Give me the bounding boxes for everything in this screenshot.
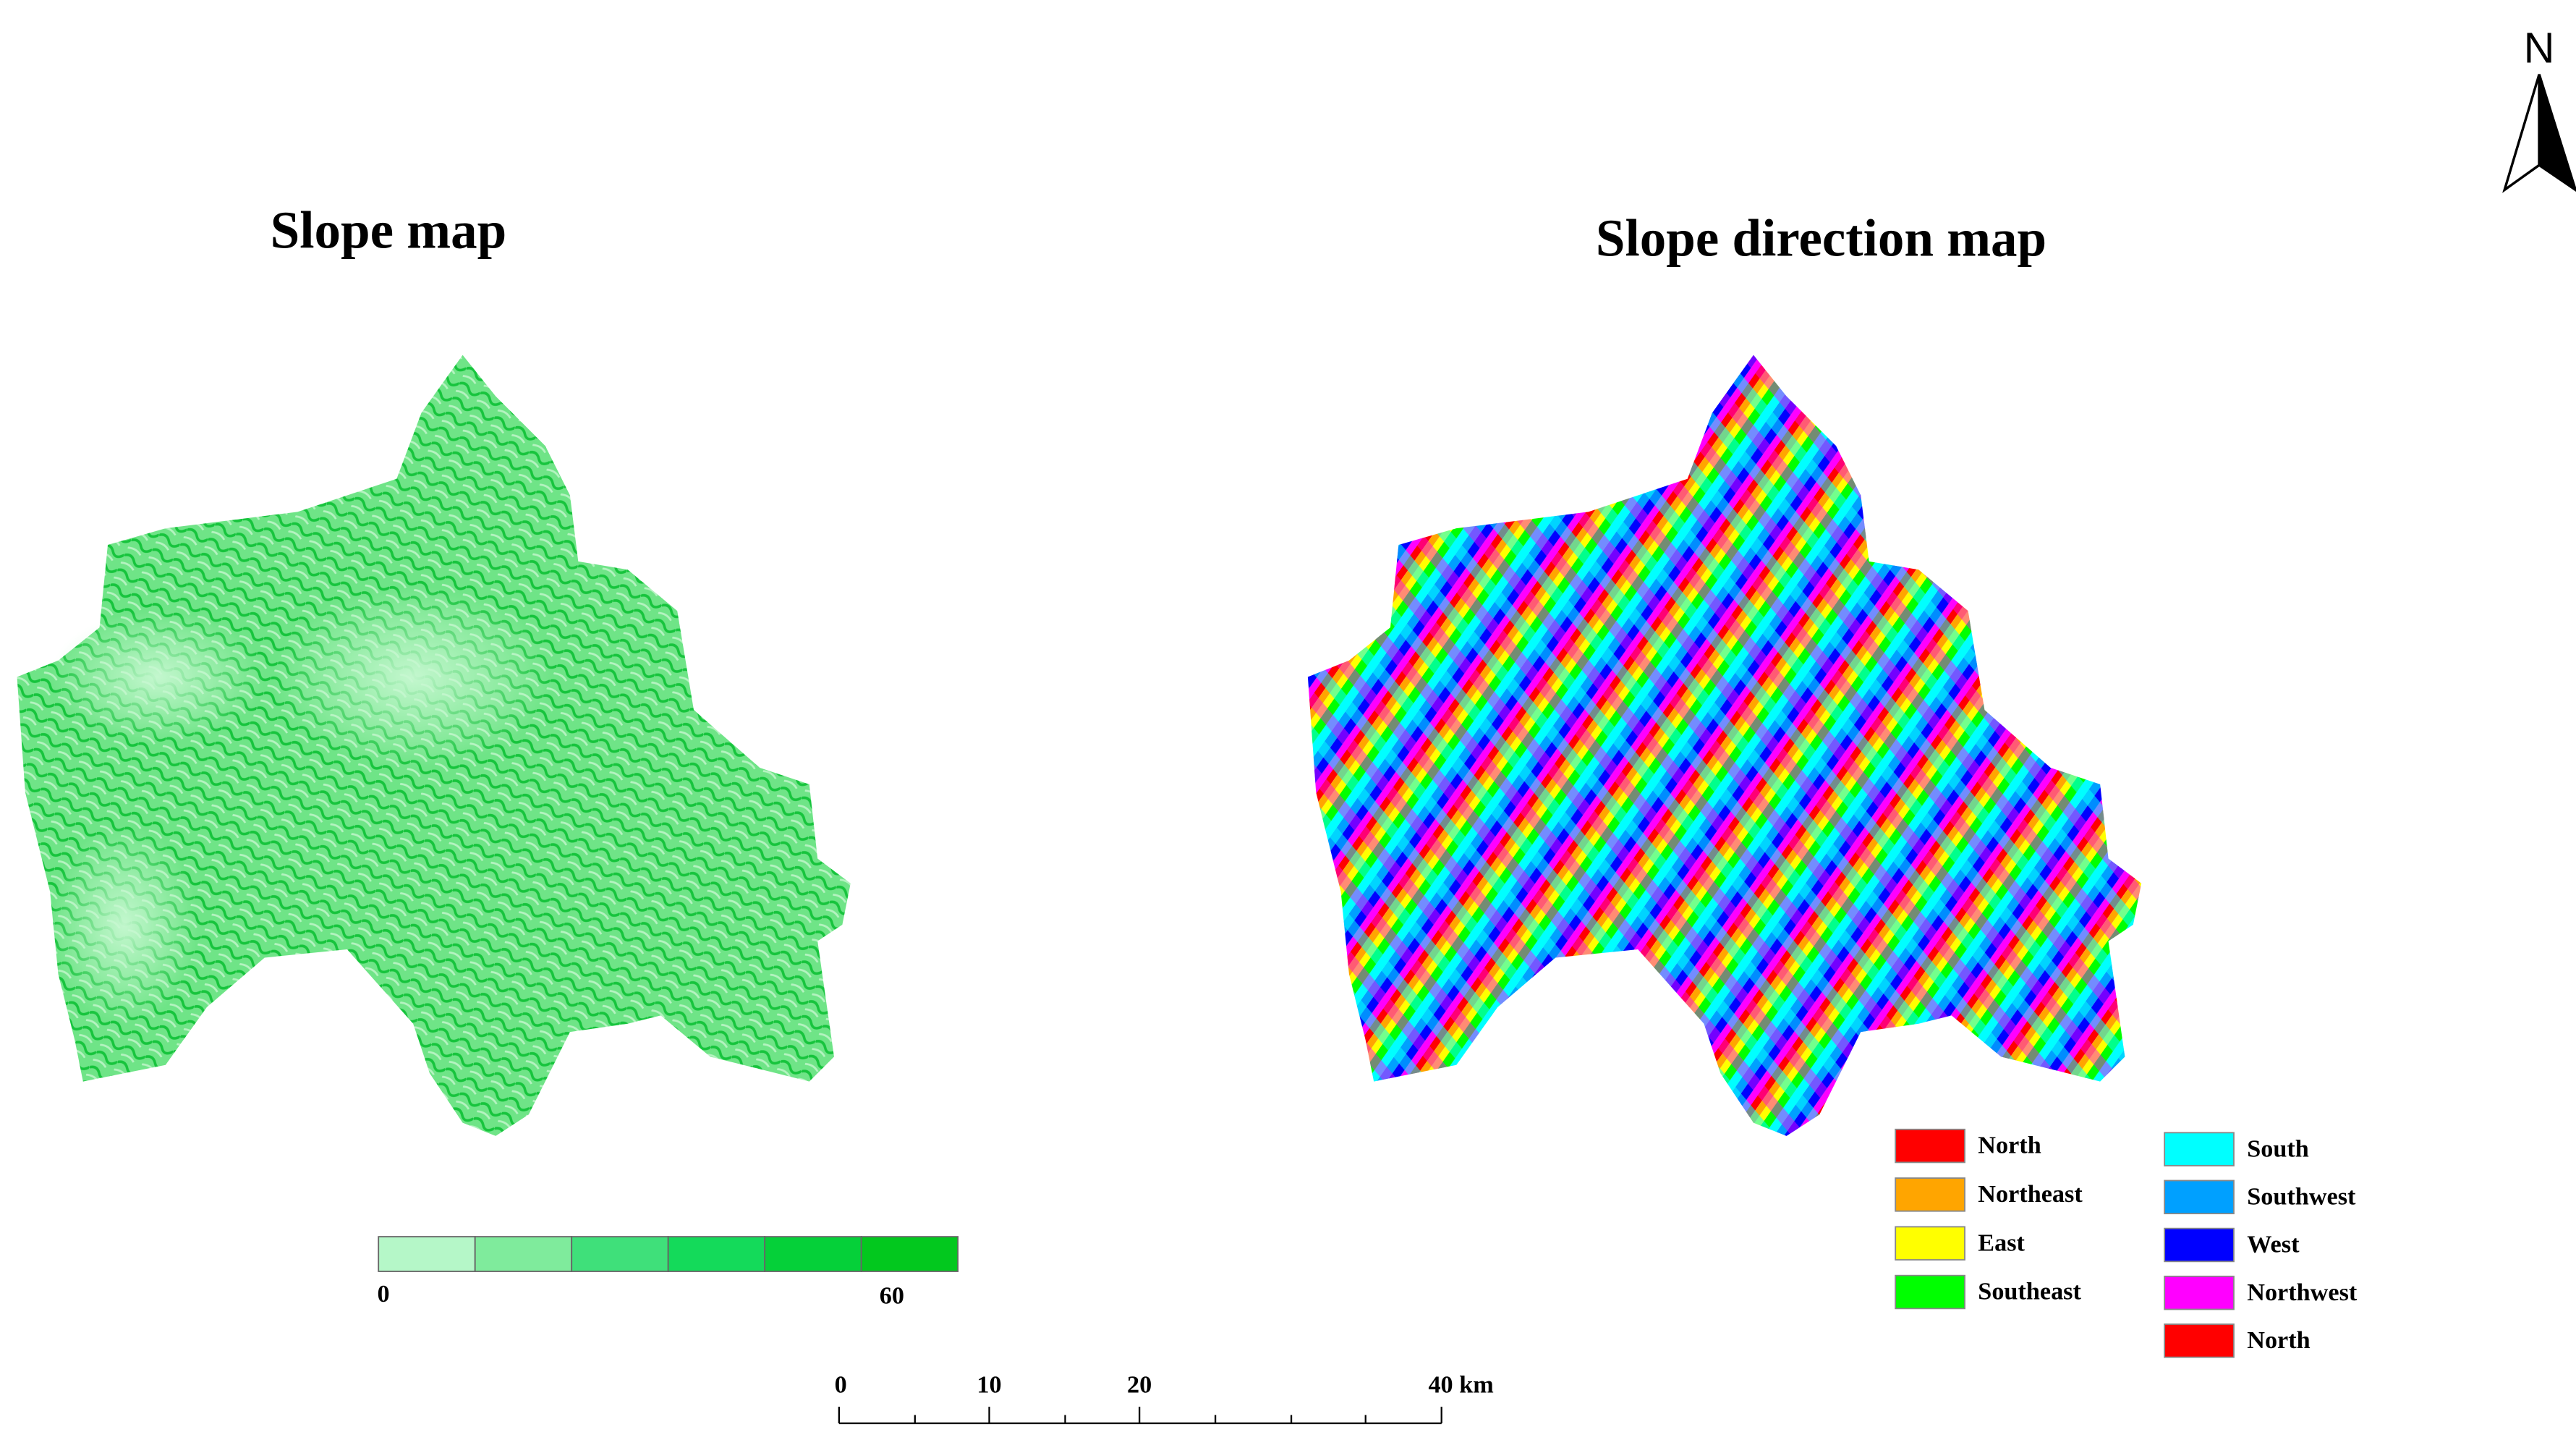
slope-legend-cell: [764, 1236, 862, 1272]
legend-label: East: [1978, 1229, 2025, 1256]
slope-legend-cell: [667, 1236, 766, 1272]
legend-label: Northeast: [1978, 1181, 2083, 1208]
north-label: N: [2524, 24, 2555, 72]
scale-label: 10: [977, 1372, 1001, 1399]
legend-swatch: [2164, 1132, 2235, 1166]
legend-swatch: [1895, 1226, 1965, 1261]
arrow-left: [2502, 74, 2541, 193]
legend-label: Southwest: [2247, 1183, 2356, 1210]
legend-swatch: [1895, 1128, 1965, 1164]
slope-map: [17, 355, 851, 1136]
slope-legend-cell: [860, 1236, 959, 1272]
legend-label: West: [2247, 1232, 2300, 1258]
legend-swatch: [2164, 1275, 2235, 1310]
slope-legend-max: 60: [880, 1282, 904, 1309]
slope-title: Slope map: [271, 200, 507, 259]
scale-bar: [838, 1407, 1442, 1425]
slope-legend-cell: [378, 1236, 476, 1272]
legend-label: Southeast: [1978, 1279, 2081, 1305]
legend-label: North: [1978, 1132, 2041, 1159]
slope-legend-min: 0: [378, 1281, 390, 1308]
legend-swatch: [2164, 1323, 2235, 1358]
aspect-map: [1307, 355, 2142, 1136]
slope-legend-cell: [474, 1236, 573, 1272]
legend-swatch: [2164, 1179, 2235, 1215]
legend-swatch: [1895, 1274, 1965, 1310]
legend-swatch: [1895, 1177, 1965, 1212]
arrow-right: [2538, 74, 2576, 192]
flat-area: [50, 825, 199, 1024]
legend-label: South: [2247, 1135, 2309, 1162]
legend-swatch: [2164, 1227, 2235, 1263]
aspect-title: Slope direction map: [1596, 209, 2046, 268]
aspect-overlay: [1307, 355, 2142, 1136]
north-arrow: N: [2502, 24, 2576, 193]
slope-legend-cell: [571, 1236, 669, 1272]
legend-label: Northwest: [2247, 1279, 2358, 1306]
scale-label: 40 km: [1428, 1372, 1493, 1399]
scale-label: 0: [835, 1372, 847, 1399]
scale-label: 20: [1127, 1372, 1152, 1399]
legend-label: North: [2247, 1327, 2310, 1354]
aspect-legend: North Northeast East Southeast South Southwes…: [1895, 1128, 2358, 1358]
slope-legend: [378, 1236, 959, 1272]
flat-area: [50, 611, 265, 743]
flat-area: [273, 586, 554, 768]
